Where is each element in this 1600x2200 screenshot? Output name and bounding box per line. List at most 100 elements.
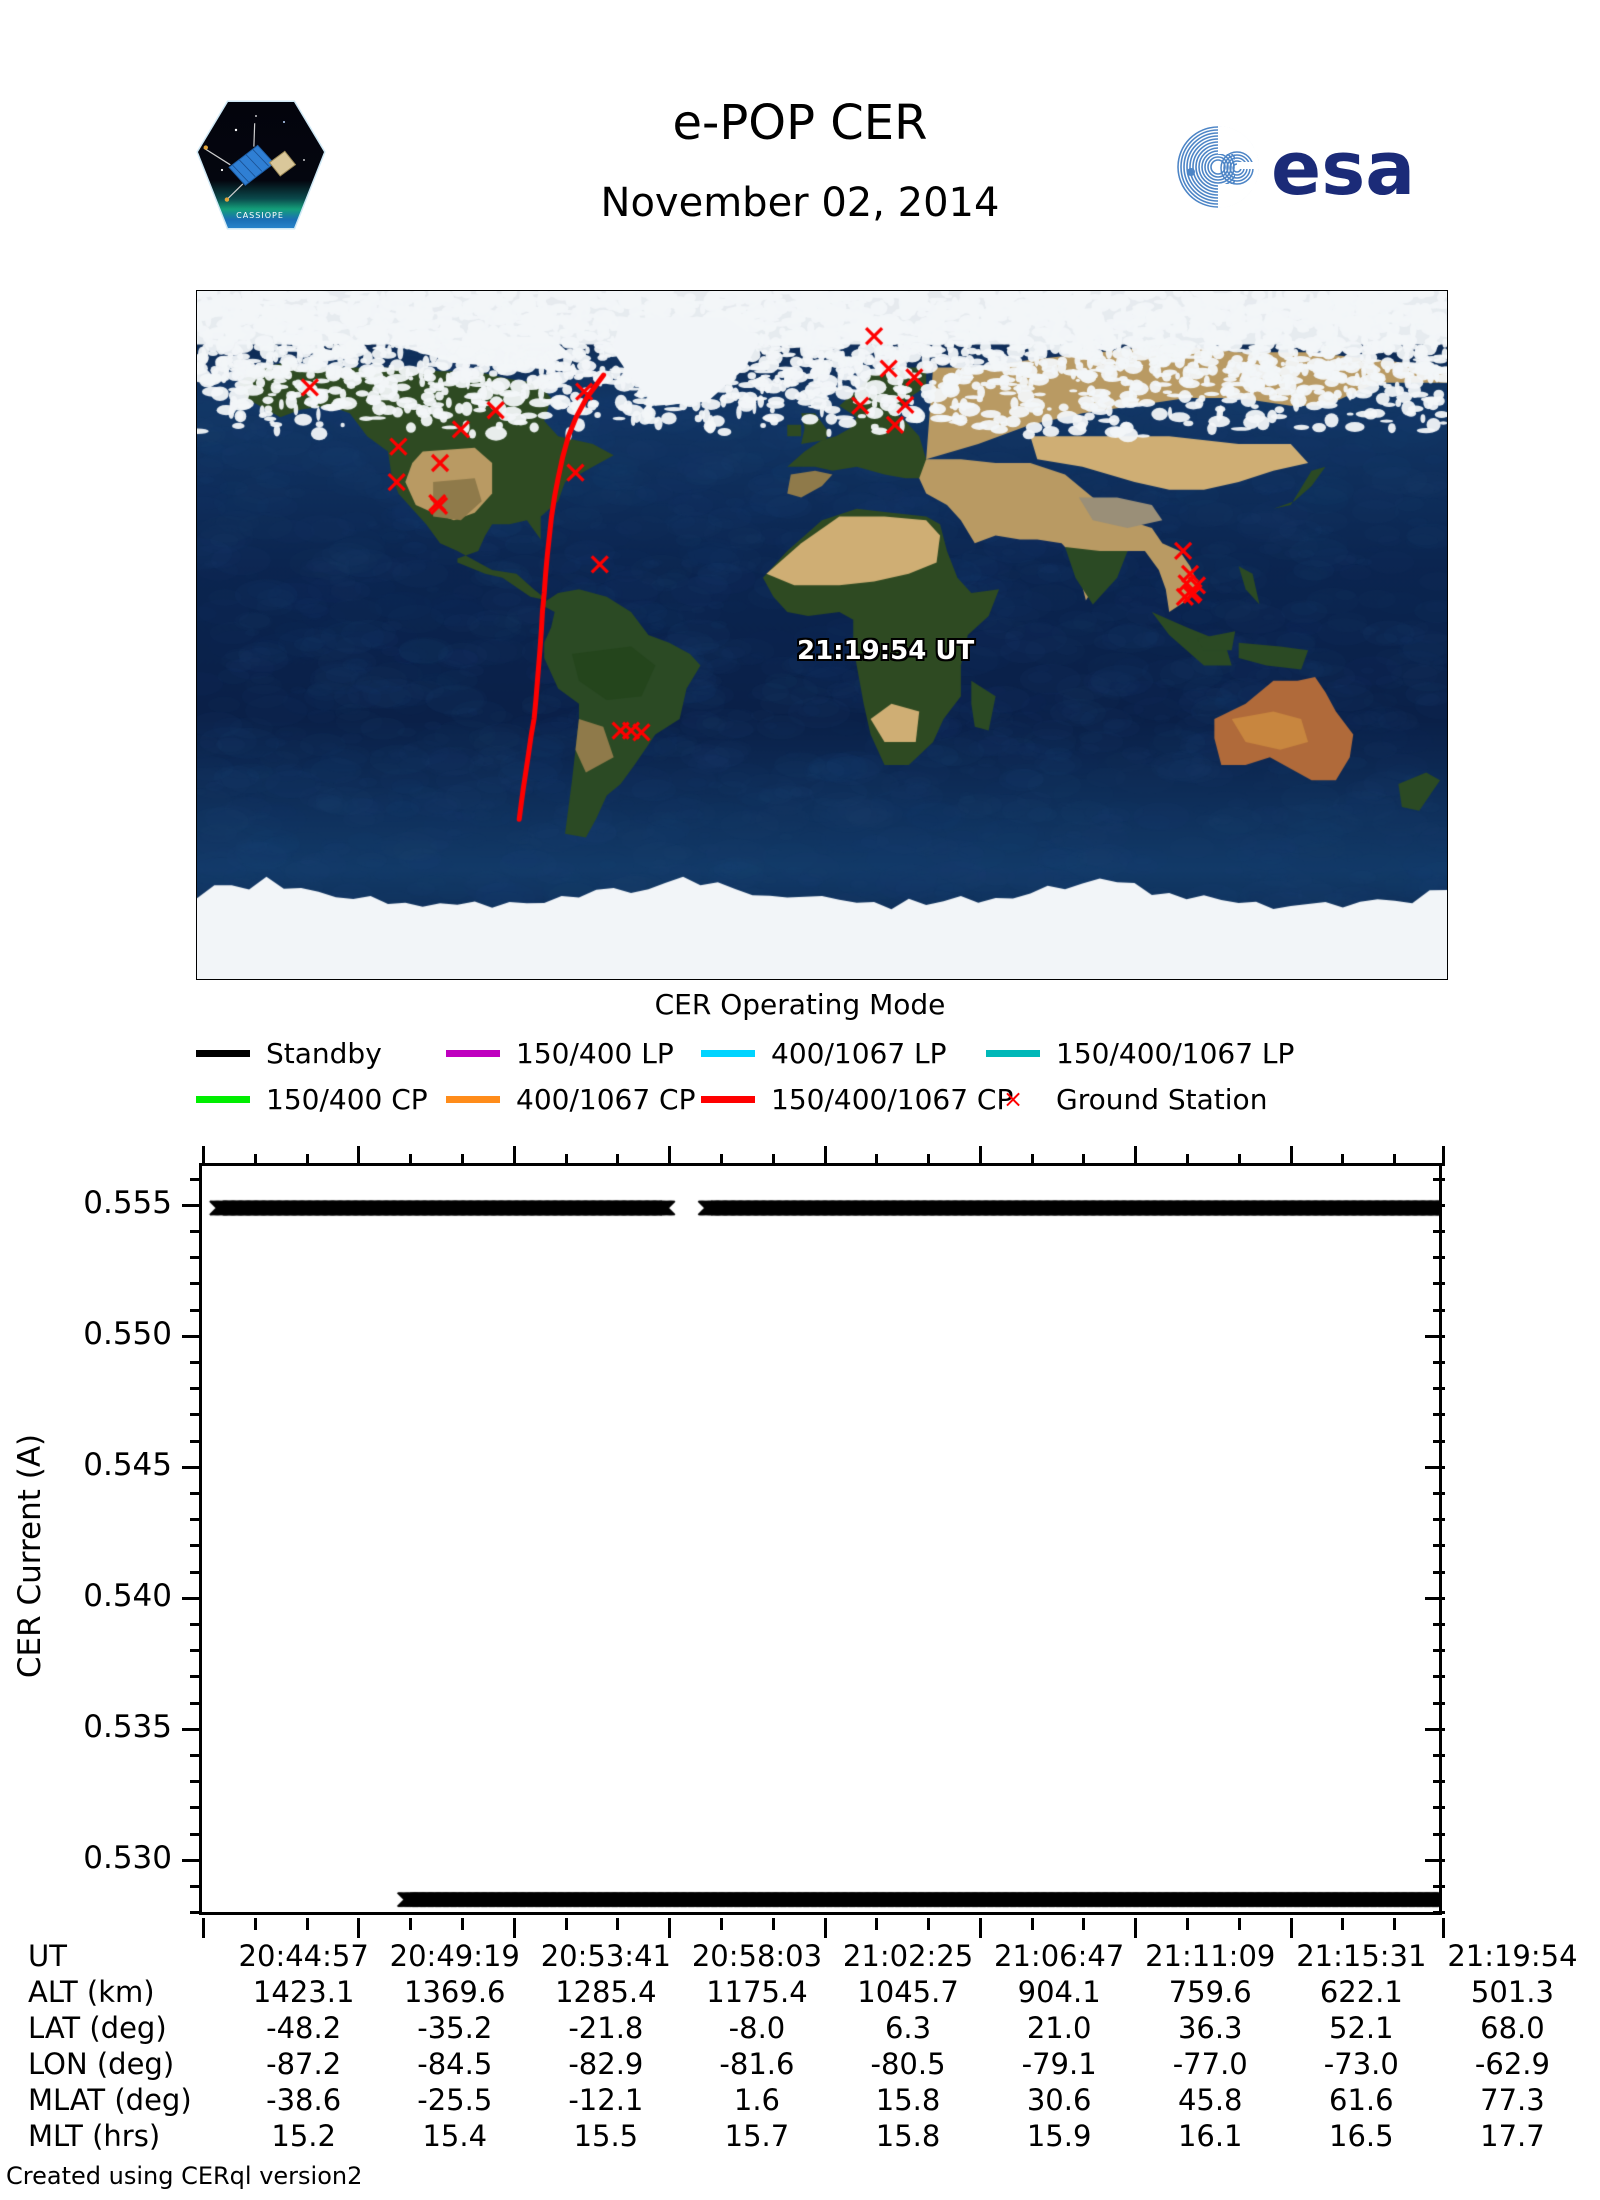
- x-axis-tick: [513, 1918, 516, 1938]
- y-axis-tick-label: 0.550: [2, 1316, 172, 1352]
- table-row-label: MLT (hrs): [28, 2118, 228, 2154]
- table-row: ALT (km) 1423.1 1369.6 1285.4 1175.4 1045.7 90…: [28, 1974, 1588, 2010]
- table-row-label: ALT (km): [28, 1974, 228, 2010]
- table-row: MLT (hrs) 15.2 15.4 15.5 15.7 15.8 15.9 16.1 16.…: [28, 2118, 1588, 2154]
- legend-color-swatch: [701, 1096, 755, 1103]
- x-axis-tick-top: [979, 1146, 982, 1166]
- table-cell: 21:06:47: [984, 1938, 1135, 1974]
- y-axis-minor-tick: [190, 1806, 202, 1809]
- y-axis-minor-tick-right: [1433, 1754, 1445, 1757]
- y-axis-minor-tick: [190, 1230, 202, 1233]
- ground-station-x-icon: ×: [986, 1087, 1040, 1111]
- y-axis-tick-label: 0.545: [2, 1447, 172, 1483]
- table-row: LAT (deg) -48.2 -35.2 -21.8 -8.0 6.3 21.0 36.3 5…: [28, 2010, 1588, 2046]
- table-cell: -81.6: [681, 2046, 832, 2082]
- y-axis-minor-tick-right: [1433, 1178, 1445, 1181]
- table-cell: 77.3: [1437, 2082, 1588, 2118]
- y-axis-minor-tick: [190, 1754, 202, 1757]
- x-axis-minor-tick: [720, 1918, 723, 1930]
- x-axis-tick: [357, 1918, 360, 1938]
- table-cell: 20:58:03: [681, 1938, 832, 1974]
- x-axis-tick: [824, 1918, 827, 1938]
- legend-color-swatch: [701, 1050, 755, 1057]
- y-axis-minor-tick-right: [1433, 1780, 1445, 1783]
- x-axis-tick: [1134, 1918, 1137, 1938]
- table-cell: 20:49:19: [379, 1938, 530, 1974]
- legend-item-label: 150/400/1067 CP: [771, 1083, 1013, 1116]
- y-axis-minor-tick-right: [1433, 1649, 1445, 1652]
- table-row-label: LON (deg): [28, 2046, 228, 2082]
- legend-title: CER Operating Mode: [0, 988, 1600, 1021]
- y-axis-minor-tick-right: [1433, 1911, 1445, 1914]
- y-axis-minor-tick-right: [1433, 1623, 1445, 1626]
- y-axis-minor-tick-right: [1433, 1256, 1445, 1259]
- x-axis-tick: [1290, 1918, 1293, 1938]
- legend-item-150-400-1067-lp[interactable]: 150/400/1067 LP: [986, 1037, 1294, 1070]
- x-axis-minor-tick-top: [772, 1154, 775, 1166]
- table-cell: -25.5: [379, 2082, 530, 2118]
- x-axis-tick: [668, 1918, 671, 1938]
- table-cell: 15.9: [984, 2118, 1135, 2154]
- y-axis-minor-tick: [190, 1544, 202, 1547]
- table-cell: -80.5: [833, 2046, 984, 2082]
- legend-item-150-400-lp[interactable]: 150/400 LP: [446, 1037, 674, 1070]
- table-row: MLAT (deg) -38.6 -25.5 -12.1 1.6 15.8 30.6 45.8…: [28, 2082, 1588, 2118]
- x-axis-minor-tick: [1238, 1918, 1241, 1930]
- table-row-label: UT: [28, 1938, 228, 1974]
- legend-item-400-1067-lp[interactable]: 400/1067 LP: [701, 1037, 947, 1070]
- table-row: LON (deg) -87.2 -84.5 -82.9 -81.6 -80.5 -79.1-…: [28, 2046, 1588, 2082]
- y-axis-tick-right: [1425, 1335, 1445, 1338]
- table-cell: -77.0: [1135, 2046, 1286, 2082]
- table-cell: 36.3: [1135, 2010, 1286, 2046]
- x-axis-minor-tick: [875, 1918, 878, 1930]
- x-axis-minor-tick: [461, 1918, 464, 1930]
- x-axis-minor-tick: [306, 1918, 309, 1930]
- y-axis-minor-tick-right: [1433, 1440, 1445, 1443]
- table-row-label: LAT (deg): [28, 2010, 228, 2046]
- legend-item-label: Ground Station: [1056, 1083, 1267, 1116]
- y-axis-minor-tick-right: [1433, 1387, 1445, 1390]
- x-axis-minor-tick: [1082, 1918, 1085, 1930]
- legend-color-swatch: [196, 1050, 250, 1057]
- table-cell: 759.6: [1135, 1974, 1286, 2010]
- x-axis-minor-tick: [927, 1918, 930, 1930]
- table-cell: 904.1: [984, 1974, 1135, 2010]
- cer-current-plot[interactable]: 0.530 0.535 0.540 0.545 0.550 0.555: [199, 1163, 1442, 1915]
- world-map-ground-track[interactable]: 21:19:54 UT 20:44:57 UT: [196, 290, 1448, 980]
- y-axis-minor-tick: [190, 1309, 202, 1312]
- y-axis-minor-tick: [190, 1833, 202, 1836]
- ephemeris-table: UT 20:44:57 20:49:19 20:53:41 20:58:03 21:02:…: [28, 1938, 1588, 2154]
- y-axis-minor-tick-right: [1433, 1413, 1445, 1416]
- legend-row: Standby 150/400 LP 400/1067 LP 150/400/1067…: [196, 1030, 1448, 1076]
- y-axis-minor-tick: [190, 1885, 202, 1888]
- y-axis-minor-tick: [190, 1675, 202, 1678]
- y-axis-tick-label: 0.540: [2, 1578, 172, 1614]
- table-cell: 52.1: [1286, 2010, 1437, 2046]
- y-axis-tick: [182, 1728, 202, 1731]
- table-cell: -38.6: [228, 2082, 379, 2118]
- legend-item-400-1067-cp[interactable]: 400/1067 CP: [446, 1083, 695, 1116]
- table-cell: 1285.4: [530, 1974, 681, 2010]
- y-axis-minor-tick: [190, 1649, 202, 1652]
- table-cell: 15.2: [228, 2118, 379, 2154]
- x-axis-minor-tick: [1186, 1918, 1189, 1930]
- scatter-marker-layer: [202, 1166, 1439, 1912]
- table-cell: 15.4: [379, 2118, 530, 2154]
- y-axis-minor-tick-right: [1433, 1571, 1445, 1574]
- table-cell: -79.1: [984, 2046, 1135, 2082]
- legend-item-150-400-1067-cp[interactable]: 150/400/1067 CP: [701, 1083, 1013, 1116]
- legend-item-standby[interactable]: Standby: [196, 1037, 382, 1070]
- y-axis-minor-tick-right: [1433, 1675, 1445, 1678]
- y-axis-minor-tick: [190, 1361, 202, 1364]
- x-axis-minor-tick-top: [1186, 1154, 1189, 1166]
- table-cell: 1045.7: [833, 1974, 984, 2010]
- legend-item-ground-station[interactable]: × Ground Station: [986, 1083, 1267, 1116]
- y-axis-minor-tick-right: [1433, 1518, 1445, 1521]
- x-axis-minor-tick-top: [875, 1154, 878, 1166]
- legend-item-150-400-cp[interactable]: 150/400 CP: [196, 1083, 428, 1116]
- y-axis-tick-right: [1425, 1728, 1445, 1731]
- x-axis-minor-tick: [565, 1918, 568, 1930]
- table-cell: 15.8: [833, 2082, 984, 2118]
- table-cell: -12.1: [530, 2082, 681, 2118]
- x-axis-tick: [979, 1918, 982, 1938]
